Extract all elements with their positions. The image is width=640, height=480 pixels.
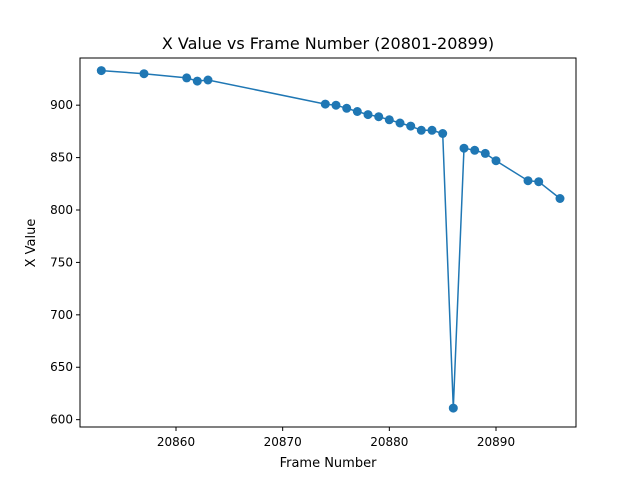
x-tick-label: 20880 xyxy=(370,435,408,449)
series-points xyxy=(96,66,565,413)
plot-frame xyxy=(79,57,577,428)
series-line xyxy=(101,69,561,409)
data-point xyxy=(480,148,490,158)
data-point xyxy=(448,403,458,413)
data-point xyxy=(320,99,330,109)
chart-title: X Value vs Frame Number (20801-20899) xyxy=(162,34,494,53)
data-point xyxy=(427,125,437,135)
y-axis-ticks: 600 650 700 750 800 850 900 xyxy=(50,98,80,427)
data-point xyxy=(192,76,202,86)
data-point xyxy=(352,107,362,116)
data-point xyxy=(534,177,544,187)
data-point xyxy=(438,129,448,138)
x-tick-label: 20870 xyxy=(264,435,302,449)
data-point xyxy=(384,115,394,125)
data-point xyxy=(374,112,384,122)
data-point xyxy=(523,176,533,186)
data-point xyxy=(406,121,416,131)
data-point xyxy=(555,194,565,203)
y-tick-label: 750 xyxy=(50,255,73,269)
x-tick-label: 20860 xyxy=(157,435,195,449)
x-axis-ticks: 20860 20870 20880 20890 xyxy=(157,427,515,449)
data-point xyxy=(459,143,469,153)
y-tick-label: 900 xyxy=(50,98,73,112)
data-point xyxy=(342,103,352,113)
y-tick-label: 700 xyxy=(50,308,73,322)
data-point xyxy=(203,75,213,85)
data-point xyxy=(395,118,405,128)
data-point xyxy=(491,156,501,166)
plot-area xyxy=(79,57,577,428)
y-tick-label: 650 xyxy=(50,360,73,374)
data-point xyxy=(416,125,426,135)
y-tick-label: 800 xyxy=(50,203,73,217)
data-point xyxy=(96,66,106,76)
data-point xyxy=(363,110,373,120)
x-tick-label: 20890 xyxy=(477,435,515,449)
data-point xyxy=(470,145,480,155)
data-point xyxy=(331,100,341,110)
data-point xyxy=(182,73,192,83)
data-point xyxy=(139,69,149,79)
y-tick-label: 600 xyxy=(50,413,73,427)
x-axis-label: Frame Number xyxy=(280,456,378,471)
y-tick-label: 850 xyxy=(50,151,73,165)
y-axis-label: X Value xyxy=(24,219,39,268)
